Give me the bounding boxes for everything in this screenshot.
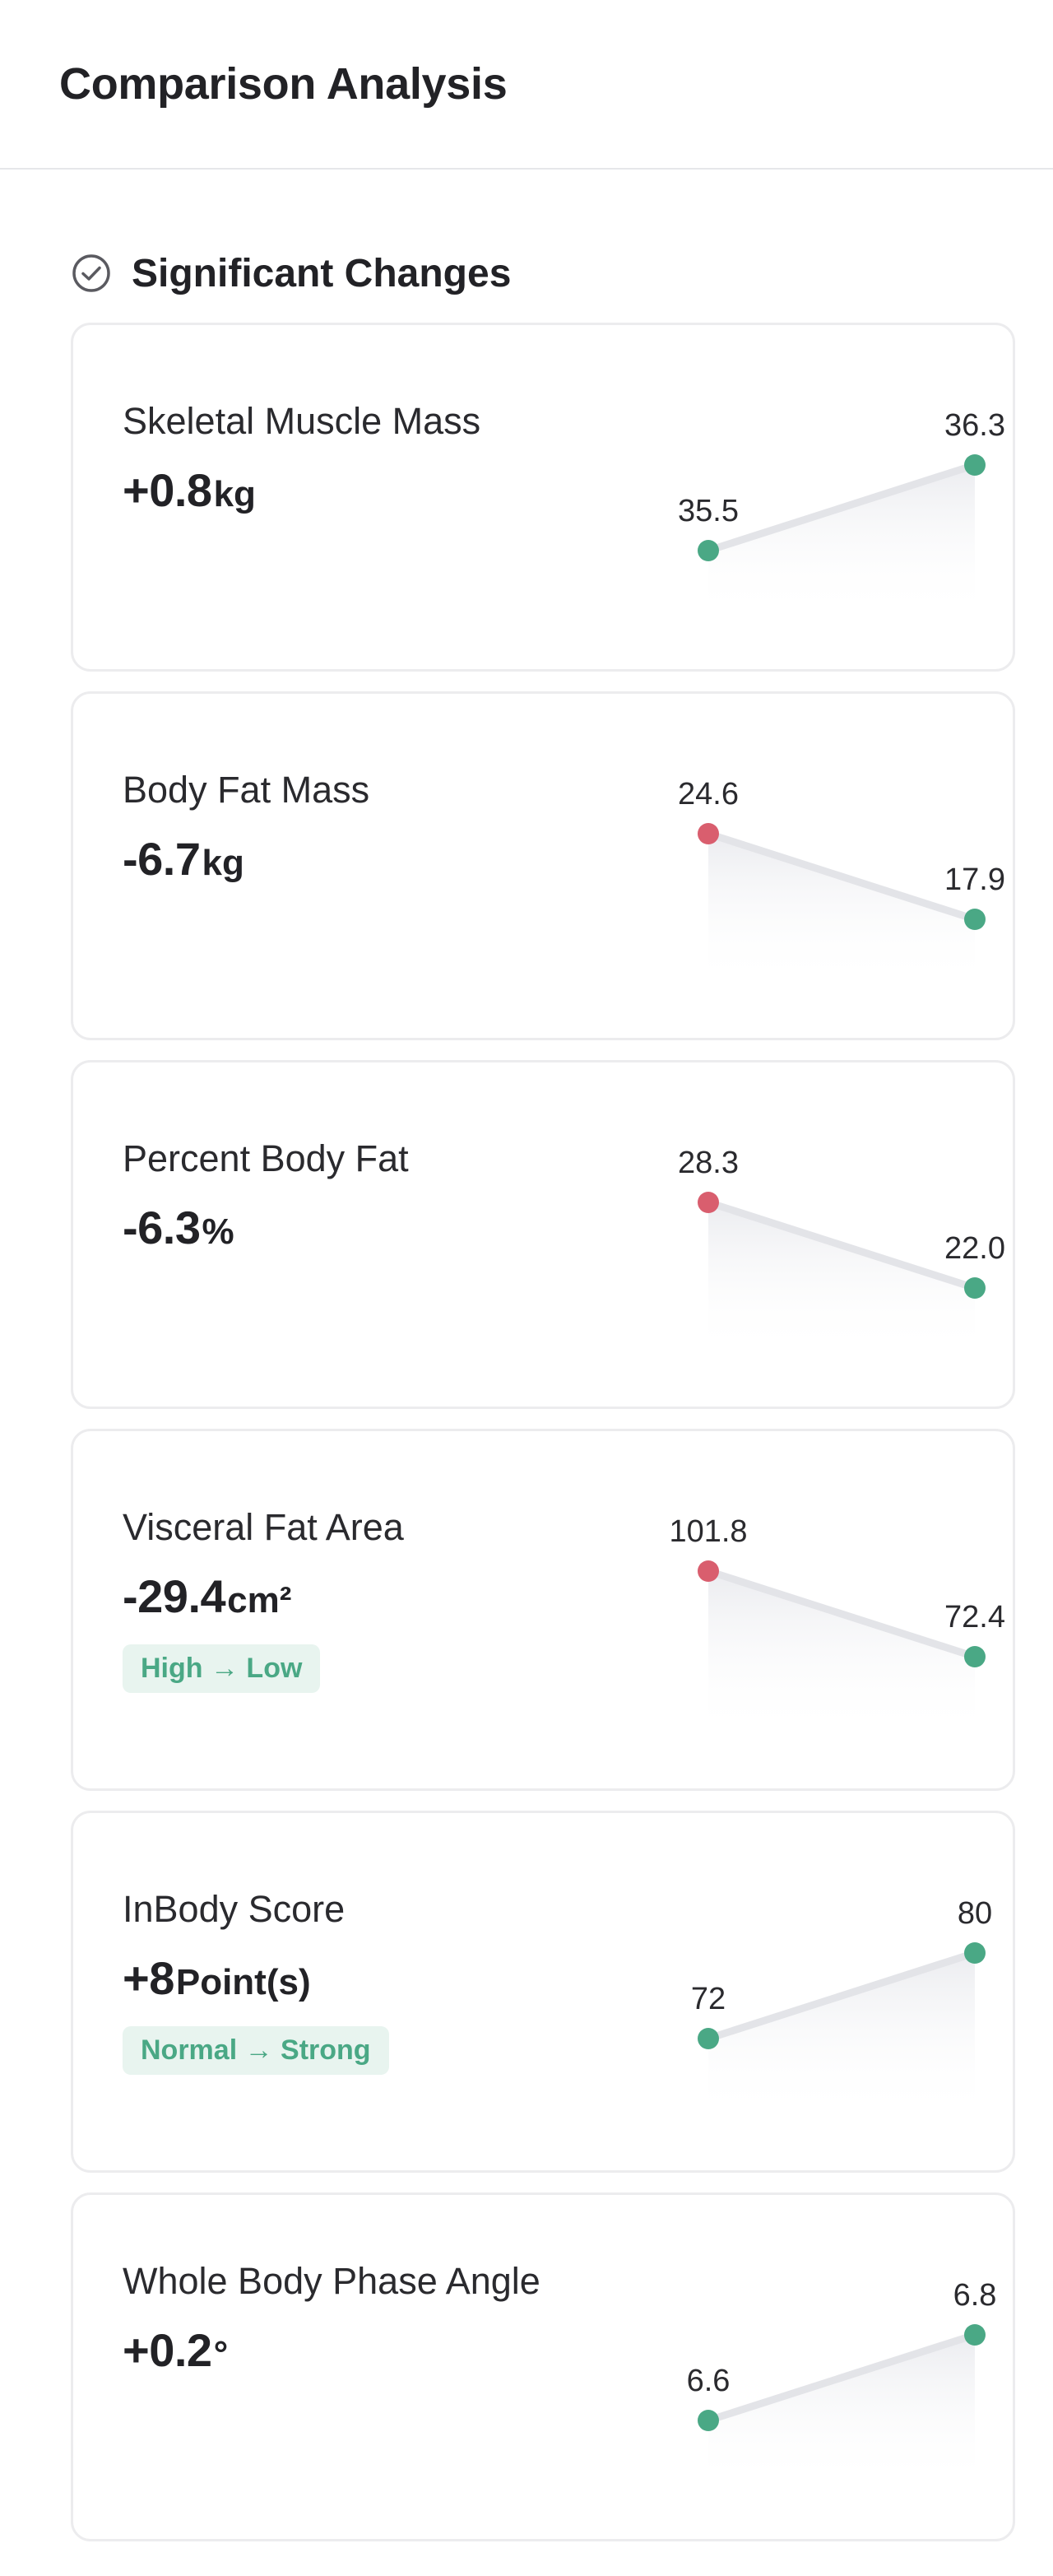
metric-delta-unit: ° [213, 2334, 229, 2374]
metric-name: InBody Score [123, 1888, 346, 1930]
trend-mini-chart: 72 80 [691, 1896, 992, 2118]
after-value-label: 72.4 [944, 1600, 1005, 1634]
metric-delta-unit: kg [213, 474, 256, 514]
metric-card[interactable]: Whole Body Phase Angle +0.2° 6.6 6.8 [71, 2192, 1015, 2541]
before-point [698, 540, 719, 561]
after-point [964, 2324, 986, 2346]
after-point [964, 1942, 986, 1964]
metric-delta: +8Point(s) [123, 1951, 550, 2005]
check-circle-icon [71, 253, 112, 294]
metric-name: Whole Body Phase Angle [123, 2260, 540, 2302]
metric-delta: -6.3% [123, 1201, 550, 1254]
after-value-label: 80 [958, 1896, 992, 1931]
metric-card[interactable]: Skeletal Muscle Mass +0.8kg 35.5 36.3 [71, 323, 1015, 672]
trend-area [708, 465, 975, 616]
trend-area [708, 1953, 975, 2118]
before-value-label: 28.3 [678, 1146, 739, 1180]
after-point [964, 909, 986, 930]
after-point [964, 1277, 986, 1299]
trend-area [708, 1571, 975, 1736]
before-point [698, 1560, 719, 1582]
before-point [698, 2410, 719, 2431]
metric-name: Percent Body Fat [123, 1137, 409, 1179]
before-value-label: 24.6 [678, 777, 739, 811]
metric-delta-unit: cm² [227, 1580, 292, 1620]
trend-mini-chart: 6.6 6.8 [687, 2278, 996, 2486]
metric-delta-unit: % [202, 1211, 234, 1252]
before-point [698, 823, 719, 844]
metric-delta-value: -6.7 [123, 833, 201, 885]
metric-name: Visceral Fat Area [123, 1506, 404, 1548]
trend-line [704, 1198, 979, 1292]
before-value-label: 6.6 [687, 2364, 731, 2398]
metric-delta-unit: kg [202, 843, 244, 883]
metric-delta: +0.8kg [123, 463, 550, 517]
metric-card[interactable]: Visceral Fat Area -29.4cm² High → Low 10… [71, 1429, 1015, 1791]
before-value-label: 101.8 [669, 1514, 747, 1549]
section-header: Significant Changes [71, 249, 1053, 298]
page-title: Comparison Analysis [59, 59, 508, 109]
after-value-label: 22.0 [944, 1231, 1005, 1266]
trend-area [708, 2335, 975, 2486]
trend-area [708, 1202, 975, 1354]
trend-line [704, 2331, 979, 2425]
trend-mini-chart: 101.8 72.4 [669, 1514, 1005, 1736]
metric-name: Body Fat Mass [123, 769, 370, 811]
status-badge: High → Low [123, 1644, 321, 1693]
after-value-label: 17.9 [944, 863, 1005, 897]
metric-card-list: Skeletal Muscle Mass +0.8kg 35.5 36.3 Bod… [71, 323, 1015, 2541]
metric-delta-value: -6.3 [123, 1202, 201, 1253]
metric-name: Skeletal Muscle Mass [123, 400, 481, 442]
metric-delta-value: +0.8 [123, 464, 212, 516]
after-point [964, 454, 986, 476]
trend-mini-chart: 35.5 36.3 [678, 408, 1005, 616]
status-badge: Normal → Strong [123, 2026, 389, 2075]
metric-delta-value: +8 [123, 1952, 174, 2004]
trend-mini-chart: 24.6 17.9 [678, 777, 1005, 985]
before-value-label: 35.5 [678, 494, 739, 528]
metric-card[interactable]: Body Fat Mass -6.7kg 24.6 17.9 [71, 691, 1015, 1040]
before-point [698, 1192, 719, 1213]
metric-delta-value: +0.2 [123, 2324, 212, 2376]
app-header: Comparison Analysis [0, 0, 1053, 170]
trend-line [704, 461, 979, 555]
after-value-label: 6.8 [953, 2278, 997, 2313]
metric-delta-value: -29.4 [123, 1570, 226, 1622]
before-point [698, 2028, 719, 2049]
metric-card[interactable]: Percent Body Fat -6.3% 28.3 22.0 [71, 1060, 1015, 1409]
metric-delta: +0.2° [123, 2323, 550, 2377]
trend-line [704, 830, 979, 923]
metric-delta: -6.7kg [123, 832, 550, 886]
metric-delta: -29.4cm² [123, 1569, 550, 1623]
trend-line [704, 1567, 979, 1661]
before-value-label: 72 [691, 1982, 726, 2016]
after-point [964, 1646, 986, 1667]
trend-line [704, 1949, 979, 2043]
trend-mini-chart: 28.3 22.0 [678, 1146, 1005, 1354]
metric-delta-unit: Point(s) [175, 1962, 311, 2002]
after-value-label: 36.3 [944, 408, 1005, 443]
metric-card[interactable]: InBody Score +8Point(s) Normal → Strong … [71, 1811, 1015, 2173]
section-title: Significant Changes [132, 251, 512, 295]
trend-area [708, 834, 975, 985]
